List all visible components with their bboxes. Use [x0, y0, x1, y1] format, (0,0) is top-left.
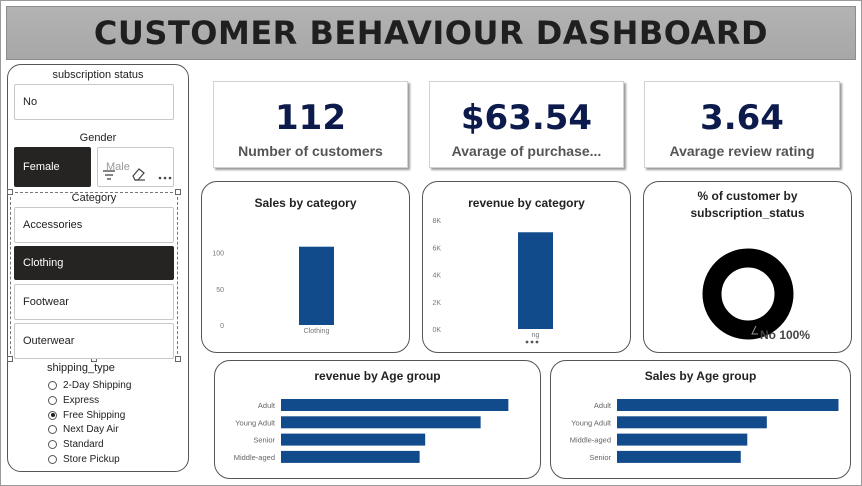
y-tick-label: Senior [589, 453, 611, 462]
shipping-option-label: Next Day Air [63, 423, 119, 435]
shipping-option-label: 2-Day Shipping [63, 379, 132, 391]
x-tick-label: ng [532, 332, 540, 339]
revenue-by-age-chart: Adult Young Adult Senior Middle-aged [234, 399, 509, 463]
kpi-label: Number of customers [238, 143, 383, 159]
kpi-label: Avarage of purchase... [451, 143, 602, 159]
gender-slicer-title: Gender [79, 132, 117, 144]
category-option-footwear[interactable]: Footwear [14, 284, 174, 320]
category-option-accessories[interactable]: Accessories [14, 207, 174, 243]
donut-slice [702, 248, 794, 340]
chart-title: revenue by category [468, 196, 585, 210]
more-options-icon [530, 340, 534, 344]
shipping-option[interactable]: Express [48, 393, 99, 407]
radio-button[interactable] [48, 395, 57, 405]
subscription-donut-chart: No 100% [702, 248, 810, 342]
kpi-card-customers[interactable]: 112 Number of customers [213, 81, 408, 168]
y-tick-label: 0K [432, 327, 441, 334]
bar [617, 433, 748, 446]
shipping-option-label: Express [63, 394, 100, 406]
kpi-card-purchase[interactable]: $63.54 Avarage of purchase... [429, 81, 624, 168]
subscription-donut-card[interactable]: % of customer by subscription_status No … [643, 181, 852, 353]
chart-title-line-2: subscription_status [690, 206, 805, 220]
eraser-icon[interactable] [130, 167, 146, 184]
gender-option-female[interactable]: Female [14, 147, 91, 187]
y-tick-label: Young Adult [571, 418, 612, 427]
y-tick-label: Middle-aged [570, 436, 611, 445]
revenue-by-category-card[interactable]: revenue by category 0K 2K 4K 6K 8K ng [422, 181, 631, 353]
bar [281, 416, 481, 429]
shipping-option-label: Store Pickup [63, 453, 120, 465]
x-tick-label: Clothing [304, 328, 330, 335]
kpi-value: 3.64 [700, 98, 784, 138]
revenue-by-category-chart: 0K 2K 4K 6K 8K ng [432, 218, 553, 344]
revenue-by-age-card[interactable]: revenue by Age group Adult Young Adult Sen… [214, 360, 541, 479]
radio-button-selected[interactable] [48, 410, 57, 420]
y-tick-label: 6K [432, 245, 441, 252]
sales-by-age-chart: Adult Young Adult Middle-aged Senior [570, 399, 839, 463]
chart-title: Sales by Age group [644, 369, 757, 383]
shipping-option[interactable]: Standard [48, 437, 104, 451]
bar [299, 246, 334, 325]
kpi-value: $63.54 [460, 98, 593, 138]
filter-icon[interactable] [102, 169, 116, 184]
more-options-icon [535, 340, 539, 344]
shipping-option-label: Standard [63, 438, 104, 450]
shipping-option-label: Free Shipping [63, 409, 126, 421]
shipping-option[interactable]: Next Day Air [48, 422, 119, 436]
y-tick-label: Young Adult [235, 418, 276, 427]
kpi-card-rating[interactable]: 3.64 Avarage review rating [644, 81, 840, 168]
category-option-clothing[interactable]: Clothing [14, 246, 174, 280]
more-options-icon [525, 340, 529, 344]
chart-title: revenue by Age group [314, 369, 441, 383]
category-option-outerwear[interactable]: Outerwear [14, 323, 174, 359]
shipping-slicer-title: shipping_type [47, 362, 115, 374]
resize-handle[interactable] [175, 189, 181, 195]
title-banner: CUSTOMER BEHAVIOUR DASHBOARD [6, 6, 856, 60]
y-tick-label: 4K [432, 273, 441, 280]
resize-handle[interactable] [175, 356, 181, 362]
leader-line [751, 325, 758, 335]
y-tick-label: Adult [258, 401, 276, 410]
y-tick-label: 8K [432, 218, 441, 225]
resize-handle[interactable] [7, 356, 13, 362]
bar [617, 416, 767, 429]
y-tick-label: Senior [253, 436, 275, 445]
bar [617, 450, 741, 463]
bar [518, 232, 553, 329]
more-options-icon[interactable] [158, 169, 172, 184]
sales-by-age-card[interactable]: Sales by Age group Adult Young Adult Middl… [550, 360, 851, 479]
radio-button[interactable] [48, 439, 57, 449]
bar [281, 399, 509, 411]
y-tick-label: 0 [220, 323, 224, 330]
sales-by-category-chart: 0 50 100 Clothing [212, 246, 334, 335]
kpi-label: Avarage review rating [669, 143, 815, 159]
resize-handle[interactable] [7, 189, 13, 195]
bar [281, 450, 420, 463]
sales-by-category-card[interactable]: Sales by category 0 50 100 Clothing [201, 181, 410, 353]
dashboard-title: CUSTOMER BEHAVIOUR DASHBOARD [93, 14, 769, 52]
category-slicer-title: Category [71, 192, 117, 204]
shipping-option[interactable]: 2-Day Shipping [48, 378, 131, 392]
kpi-value: 112 [275, 98, 346, 138]
y-tick-label: Adult [594, 401, 612, 410]
bar [281, 433, 426, 446]
shipping-option[interactable]: Store Pickup [48, 452, 120, 466]
y-tick-label: Middle-aged [234, 453, 275, 462]
bar [617, 399, 839, 411]
radio-button[interactable] [48, 454, 57, 464]
chart-title-line-1: % of customer by [697, 189, 798, 203]
chart-title: Sales by category [254, 196, 357, 210]
radio-button[interactable] [48, 424, 57, 434]
subscription-slicer-title: subscription status [52, 69, 144, 81]
y-tick-label: 100 [212, 251, 224, 258]
radio-button[interactable] [48, 380, 57, 390]
data-label: No 100% [760, 328, 810, 342]
subscription-option-no[interactable]: No [14, 84, 174, 120]
y-tick-label: 2K [432, 300, 441, 307]
y-tick-label: 50 [216, 287, 224, 294]
shipping-option[interactable]: Free Shipping [48, 408, 125, 422]
